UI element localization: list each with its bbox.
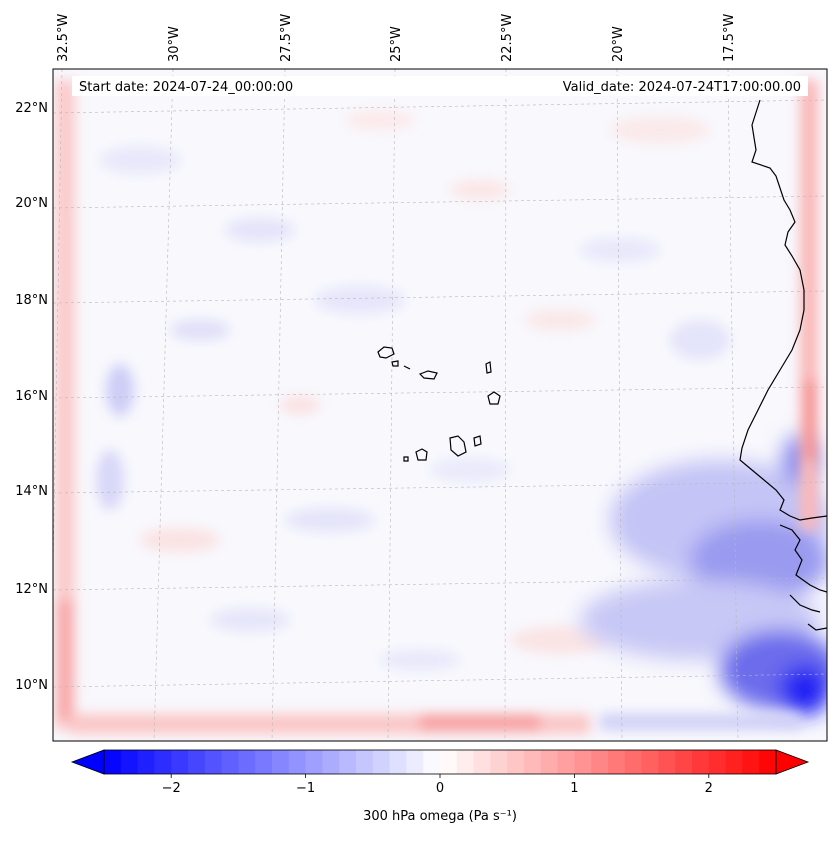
lat-label: 20°N xyxy=(15,196,48,211)
colorbar-segment xyxy=(742,750,760,774)
colorbar-extend-low xyxy=(70,749,105,775)
ascent-region xyxy=(580,435,827,715)
latitude-labels: 22°N 20°N 18°N 16°N 14°N 12°N 10°N xyxy=(15,101,48,693)
colorbar-segment xyxy=(759,750,777,774)
lat-label: 22°N xyxy=(15,101,48,116)
colorbar-ticks: −2 −1 0 1 2 xyxy=(162,774,713,796)
colorbar-segment xyxy=(288,750,307,774)
coastline xyxy=(739,99,827,631)
colorbar-segment xyxy=(725,750,743,774)
start-date-label: Start date: 2024-07-24_00:00:00 xyxy=(79,80,293,95)
colorbar-segment xyxy=(171,750,189,774)
lat-label: 10°N xyxy=(15,678,48,693)
longitude-labels: 32.5°W 30°W 27.5°W 25°W 22.5°W 20°W 17.5… xyxy=(56,14,737,62)
colorbar-segment xyxy=(423,750,441,774)
colorbar-segment xyxy=(456,750,475,774)
colorbar-segment xyxy=(675,750,693,774)
lat-label: 12°N xyxy=(15,582,48,597)
colorbar-segments xyxy=(104,750,777,774)
colorbar-segment xyxy=(524,750,542,774)
lon-label: 20°W xyxy=(611,26,626,62)
colorbar: −2 −1 0 1 2 300 hPa omega (Pa s⁻¹) xyxy=(70,749,810,824)
lon-label: 22.5°W xyxy=(500,14,515,62)
colorbar-segment xyxy=(154,750,172,774)
colorbar-segment xyxy=(221,750,239,774)
colorbar-segment xyxy=(591,750,609,774)
omega-field xyxy=(53,69,827,741)
colorbar-segment xyxy=(204,750,223,774)
colorbar-segment xyxy=(574,750,592,774)
colorbar-segment xyxy=(608,750,626,774)
lon-label: 30°W xyxy=(167,26,182,62)
colorbar-segment xyxy=(104,750,122,774)
graticule xyxy=(53,69,827,741)
colorbar-tick-label: −1 xyxy=(296,781,315,796)
colorbar-segment xyxy=(188,750,206,774)
valid-date-label: Valid_date: 2024-07-24T17:00:00.00 xyxy=(563,80,801,95)
colorbar-segment xyxy=(692,750,710,774)
colorbar-segment xyxy=(356,750,374,774)
colorbar-segment xyxy=(641,750,659,774)
date-banner xyxy=(72,76,808,96)
colorbar-tick-label: 2 xyxy=(705,781,713,796)
colorbar-segment xyxy=(255,750,273,774)
colorbar-segment xyxy=(238,750,256,774)
colorbar-segment xyxy=(322,750,340,774)
colorbar-label: 300 hPa omega (Pa s⁻¹) xyxy=(363,809,517,824)
colorbar-segment xyxy=(137,750,155,774)
map-frame xyxy=(52,68,828,742)
lon-label: 17.5°W xyxy=(722,14,737,62)
colorbar-segment xyxy=(389,750,407,774)
colorbar-segment xyxy=(440,750,458,774)
colorbar-segment xyxy=(540,750,559,774)
lat-label: 16°N xyxy=(15,389,48,404)
colorbar-segment xyxy=(339,750,357,774)
colorbar-tick-label: 1 xyxy=(570,781,578,796)
colorbar-segment xyxy=(624,750,643,774)
colorbar-segment xyxy=(507,750,525,774)
lat-label: 18°N xyxy=(15,293,48,308)
colorbar-segment xyxy=(272,750,290,774)
colorbar-segment xyxy=(473,750,491,774)
lon-label: 27.5°W xyxy=(279,14,294,62)
colorbar-tick-label: −2 xyxy=(162,781,181,796)
colorbar-segment xyxy=(708,750,727,774)
colorbar-segment xyxy=(120,750,139,774)
colorbar-segment xyxy=(305,750,323,774)
colorbar-segment xyxy=(557,750,575,774)
colorbar-tick-label: 0 xyxy=(436,781,444,796)
colorbar-extend-high xyxy=(775,749,810,775)
field-patches xyxy=(96,110,730,670)
colorbar-segment xyxy=(406,750,424,774)
colorbar-segment xyxy=(658,750,676,774)
lon-label: 32.5°W xyxy=(56,14,71,62)
lon-label: 25°W xyxy=(389,26,404,62)
colorbar-segment xyxy=(372,750,391,774)
colorbar-segment xyxy=(490,750,508,774)
boundary-artifacts xyxy=(55,80,818,734)
cape-verde-islands xyxy=(377,346,501,462)
lat-label: 14°N xyxy=(15,484,48,499)
